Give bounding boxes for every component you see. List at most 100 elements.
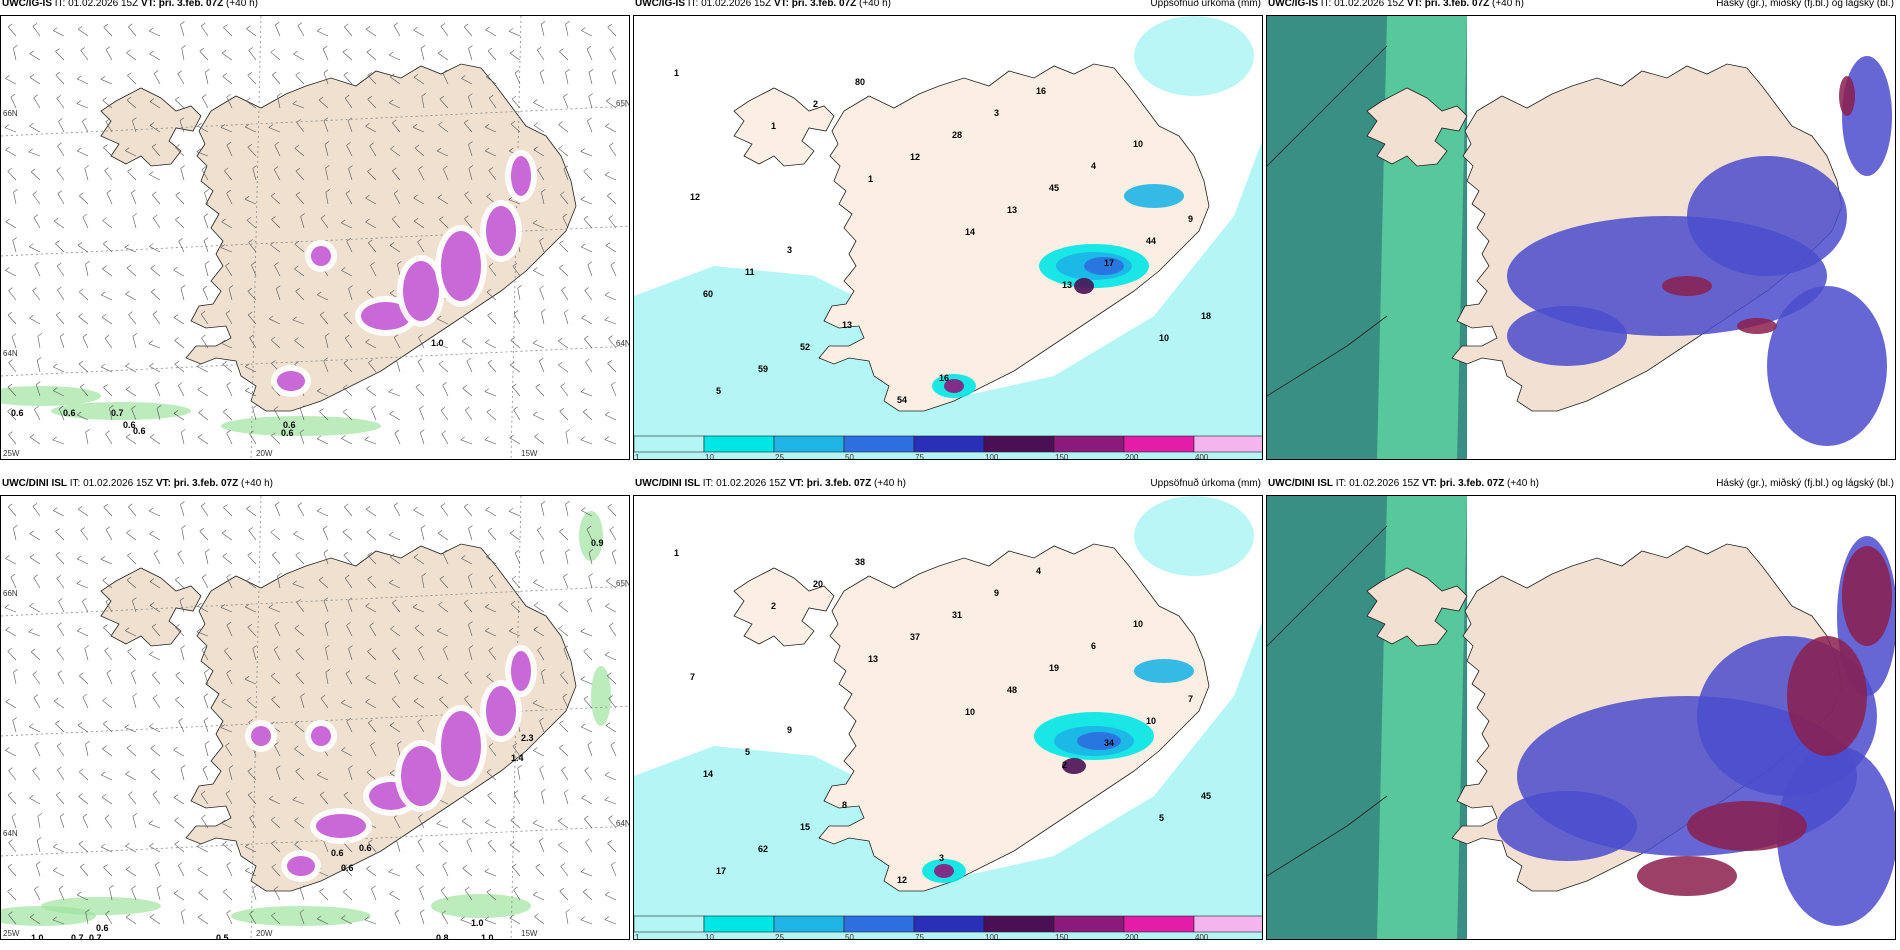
wind-barb — [488, 577, 497, 589]
wind-barb — [486, 411, 497, 421]
wind-barb-flag — [610, 261, 616, 266]
wind-barb-flag — [484, 627, 490, 632]
wind-barb-flag — [412, 124, 418, 128]
wind-barb — [125, 869, 137, 877]
wind-barb — [541, 192, 545, 205]
wind-barb — [132, 216, 137, 229]
wind-barb-flag — [560, 671, 565, 675]
light-precip-area — [579, 511, 603, 561]
wind-barb — [296, 602, 305, 613]
wind-barb — [10, 577, 17, 589]
wind-barb — [605, 894, 617, 901]
wind-barb-flag — [565, 69, 570, 73]
wind-barb — [584, 770, 593, 781]
wind-barb-flag — [604, 916, 610, 920]
wind-barb-flag — [345, 334, 350, 339]
wind-barb-flag — [292, 796, 297, 801]
wind-barb-flag — [174, 361, 179, 365]
wind-barb-flag — [511, 95, 517, 100]
wind-barb-flag — [323, 549, 329, 553]
wind-barb-flag — [609, 46, 615, 50]
wind-barb — [149, 53, 161, 61]
value-label: 28 — [952, 130, 962, 140]
wind-barb-flag — [419, 885, 424, 890]
wind-barb — [273, 169, 281, 181]
wind-barb-flag — [79, 768, 84, 773]
colorbar-swatch — [913, 915, 985, 933]
wind-barb-flag — [149, 171, 154, 175]
wind-barb-flag — [565, 21, 570, 25]
wind-barb — [485, 822, 497, 829]
wind-barb — [413, 29, 425, 37]
wind-barb-flag — [132, 813, 138, 817]
wind-barb — [271, 915, 281, 925]
wind-barb — [132, 816, 137, 829]
wind-barb — [222, 364, 233, 373]
wind-barb — [34, 889, 41, 901]
wind-barb — [510, 123, 521, 133]
wind-barb-flag — [347, 597, 353, 601]
wind-barb-flag — [323, 597, 329, 601]
wind-barb — [319, 891, 329, 901]
wind-barb — [419, 888, 425, 901]
wind-barb — [559, 723, 569, 733]
wind-barb — [55, 243, 65, 253]
wind-barb-flag — [417, 718, 422, 723]
wind-barb-flag — [415, 863, 421, 868]
wind-barb-flag — [150, 288, 156, 293]
wind-barb — [226, 144, 233, 157]
wind-barb — [223, 27, 233, 37]
wind-barb — [514, 552, 521, 565]
wind-barb-flag — [510, 337, 515, 341]
wind-barb — [393, 673, 401, 685]
cloud-map — [1267, 496, 1895, 939]
wind-barb — [564, 792, 569, 805]
wind-barb — [103, 627, 113, 637]
wind-barb — [33, 97, 41, 109]
wind-barb-flag — [463, 23, 469, 28]
wind-barb — [510, 364, 521, 373]
value-label: 10 — [1159, 333, 1169, 343]
wind-barb — [77, 245, 89, 253]
colorbar-swatch — [983, 915, 1055, 933]
wind-barb — [149, 246, 161, 253]
wind-barb-flag — [461, 337, 467, 342]
wind-barb-flag — [126, 49, 131, 54]
wind-barb-flag — [346, 142, 351, 146]
wind-barb-flag — [150, 745, 155, 749]
header-dini-cloud: UWC/DINI ISL IT: 01.02.2026 15Z VT: þri.… — [1266, 478, 1896, 511]
wind-barb — [412, 127, 425, 133]
wind-barb-flag — [368, 719, 373, 724]
wind-barb — [248, 50, 257, 61]
wind-barb — [585, 361, 593, 373]
wind-barb-flag — [53, 27, 58, 31]
cloud-panel-ig — [1266, 15, 1896, 460]
wind-barb-flag — [319, 311, 325, 316]
wind-barb-flag — [541, 789, 546, 793]
wind-barb-flag — [125, 771, 130, 775]
wind-barb-flag — [397, 741, 402, 745]
panel-variable-title: Uppsöfnuð úrkoma (mm) — [1150, 0, 1261, 9]
wind-barb-flag — [323, 45, 328, 50]
wind-barb-flag — [155, 381, 160, 386]
wind-barb — [323, 120, 329, 133]
wind-barb-flag — [79, 288, 84, 293]
wind-barb-flag — [52, 916, 57, 921]
wind-barb-flag — [106, 189, 112, 194]
wind-barb-flag — [608, 815, 613, 819]
wind-barb-flag — [439, 216, 444, 220]
wind-barb-flag — [604, 436, 610, 440]
colorbar-swatch — [1123, 435, 1195, 453]
light-precip-area — [431, 894, 531, 918]
wind-barb — [462, 796, 473, 805]
wind-barb-flag — [584, 335, 589, 340]
value-label: 0.7 — [89, 933, 102, 940]
wind-barb-flag — [125, 363, 130, 367]
wind-barb — [413, 677, 425, 685]
wind-barb-flag — [541, 189, 546, 193]
value-label: 4 — [1036, 566, 1041, 576]
wind-barb-flag — [466, 357, 471, 362]
wind-barb — [488, 97, 497, 109]
wind-barb-flag — [558, 841, 563, 846]
wind-barb-flag — [132, 117, 137, 121]
